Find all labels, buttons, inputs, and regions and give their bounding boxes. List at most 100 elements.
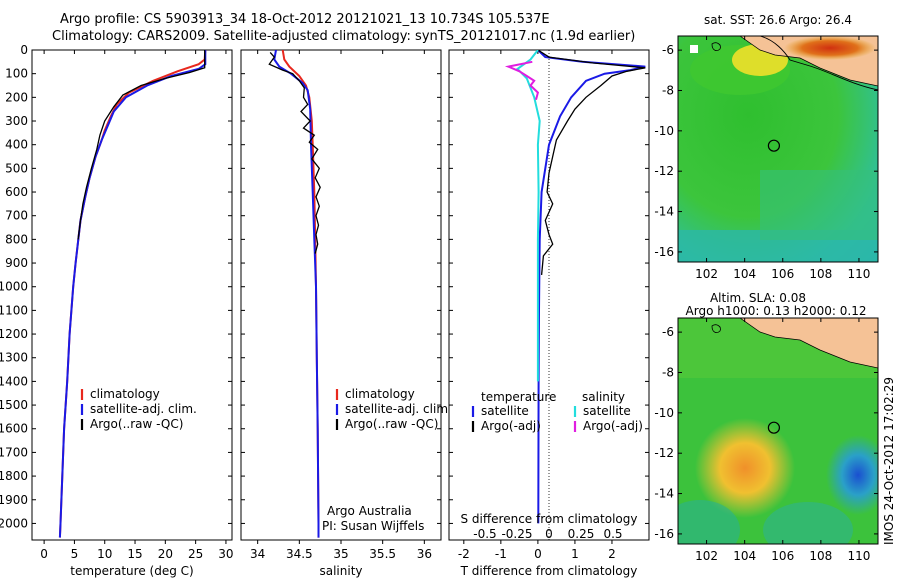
series-line-2 xyxy=(515,50,541,382)
lon-tick-label: 110 xyxy=(847,549,870,563)
depth-axis: 0 100 200 300 400 500 600 700 800 900 1000 1100 1200… xyxy=(0,43,232,530)
legend-label: Argo(..raw -QC) xyxy=(345,417,438,431)
legend-label: Argo(..raw -QC) xyxy=(90,417,183,431)
difference-series xyxy=(504,50,646,524)
lat-tick-label: -8 xyxy=(662,83,674,97)
sla-map-subtitle: Argo h1000: 0.13 h2000: 0.12 xyxy=(686,304,867,318)
lon-tick-label: 102 xyxy=(695,267,718,281)
sla-map-title: Altim. SLA: 0.08 xyxy=(710,291,806,305)
series-line-2 xyxy=(77,50,206,240)
depth-tick-label: 0 xyxy=(20,43,28,57)
sst-lat-axis: -6 -8 -10 -12 -14 -16 xyxy=(654,43,878,259)
legend-label: satellite-adj. clim. xyxy=(345,402,452,416)
legend-label: satellite-adj. clim. xyxy=(90,402,197,416)
x-tick-label: 10 xyxy=(97,547,112,561)
depth-tick-label: 800 xyxy=(5,232,28,246)
depth-tick-label: 600 xyxy=(5,185,28,199)
lon-tick-label: 104 xyxy=(733,267,756,281)
x-tick-label: 25 xyxy=(188,547,203,561)
temperature-x-label: temperature (deg C) xyxy=(70,564,193,578)
depth-tick-label: 100 xyxy=(5,67,28,81)
difference-plot-frame xyxy=(448,49,650,541)
lat-tick-label: -8 xyxy=(662,365,674,379)
legend-header-temperature: temperature xyxy=(481,390,556,404)
x-tick-label: 15 xyxy=(127,547,142,561)
series-line-2 xyxy=(268,51,321,254)
s-tick-label: 0.5 xyxy=(603,527,622,541)
argo-australia-note: Argo Australia xyxy=(327,504,412,518)
difference-profile-panel: -2 -1 0 1 2 T difference from climatology S … xyxy=(448,49,650,578)
temperature-x-axis: 0 5 10 15 20 25 30 xyxy=(40,50,234,561)
legend-label: satellite xyxy=(583,404,631,418)
sst-map-title: sat. SST: 26.6 Argo: 26.4 xyxy=(704,13,852,27)
depth-tick-label: 500 xyxy=(5,161,28,175)
depth-tick-label: 900 xyxy=(5,256,28,270)
lat-tick-label: -12 xyxy=(654,164,674,178)
s-difference-axis-label: S difference from climatology xyxy=(461,512,638,526)
depth-tick-label: 700 xyxy=(5,209,28,223)
lon-tick-label: 106 xyxy=(771,267,794,281)
x-tick-label: 5 xyxy=(71,547,79,561)
legend-label: satellite xyxy=(481,404,529,418)
depth-tick-label: 2000 xyxy=(0,516,28,530)
sst-map-panel: sat. SST: 26.6 Argo: 26.4 102 104 106 108 11… xyxy=(654,13,879,281)
salinity-depth-axis xyxy=(241,49,441,524)
figure-title-line2: Climatology: CARS2009. Satellite-adjuste… xyxy=(52,29,636,44)
sst-map-frame xyxy=(677,35,879,263)
depth-tick-label: 1300 xyxy=(0,351,28,365)
temperature-profile-panel: 0 100 200 300 400 500 600 700 800 900 1000 1100 1200… xyxy=(0,43,234,578)
depth-tick-label: 1500 xyxy=(0,398,28,412)
x-tick-label: 20 xyxy=(158,547,173,561)
difference-depth-axis xyxy=(449,49,649,524)
t-difference-x-label: T difference from climatology xyxy=(460,564,638,578)
depth-tick-label: 300 xyxy=(5,114,28,128)
lon-tick-label: 110 xyxy=(847,267,870,281)
lat-tick-label: -16 xyxy=(654,245,674,259)
x-tick-label: 2 xyxy=(608,547,616,561)
depth-tick-label: 1100 xyxy=(0,303,28,317)
legend-label: Argo(-adj) xyxy=(583,419,643,433)
salinity-x-axis: 34 34.5 35 35.5 36 xyxy=(250,50,432,561)
sla-lon-axis: 102 104 106 108 110 xyxy=(695,318,870,563)
temperature-series xyxy=(58,50,207,538)
x-tick-label: 35 xyxy=(333,547,348,561)
argo-position-marker xyxy=(767,421,781,434)
legend-header-salinity: salinity xyxy=(582,390,625,404)
lon-tick-label: 108 xyxy=(809,267,832,281)
difference-legend: temperature salinitysatelliteArgo(-adj)sa… xyxy=(471,390,643,433)
depth-tick-label: 400 xyxy=(5,138,28,152)
sla-map-frame xyxy=(677,317,879,545)
sst-lon-axis: 102 104 106 108 110 xyxy=(695,36,870,281)
depth-tick-label: 1400 xyxy=(0,374,28,388)
lon-tick-label: 104 xyxy=(733,549,756,563)
s-tick-label: -0.25 xyxy=(501,527,532,541)
x-tick-label: 36 xyxy=(417,547,432,561)
lat-tick-label: -10 xyxy=(654,124,674,138)
lon-tick-label: 108 xyxy=(809,549,832,563)
legend-label: Argo(-adj) xyxy=(481,419,541,433)
sst-field xyxy=(678,36,878,262)
depth-tick-label: 1600 xyxy=(0,422,28,436)
salinity-series xyxy=(268,50,321,538)
lon-tick-label: 106 xyxy=(771,549,794,563)
s-difference-scale: -0.5 -0.25 0 0.25 0.5 xyxy=(473,527,622,541)
temperature-plot-frame xyxy=(31,49,233,541)
depth-tick-label: 1000 xyxy=(0,280,28,294)
depth-tick-label: 1200 xyxy=(0,327,28,341)
legend-label: climatology xyxy=(90,387,160,401)
x-tick-label: 1 xyxy=(571,547,579,561)
lat-tick-label: -14 xyxy=(654,205,674,219)
x-tick-label: 34.5 xyxy=(286,547,313,561)
lat-tick-label: -12 xyxy=(654,446,674,460)
imos-timestamp: IMOS 24-Oct-2012 17:02:29 xyxy=(882,377,896,545)
lat-tick-label: -16 xyxy=(654,527,674,541)
s-tick-label: 0 xyxy=(545,527,553,541)
depth-tick-label: 200 xyxy=(5,90,28,104)
t-difference-x-axis: -2 -1 0 1 2 xyxy=(458,50,616,561)
lat-tick-label: -6 xyxy=(662,325,674,339)
sla-field xyxy=(678,318,878,544)
x-tick-label: 0 xyxy=(534,547,542,561)
sla-map-panel: Altim. SLA: 0.08 Argo h1000: 0.13 h2000:… xyxy=(654,291,879,563)
